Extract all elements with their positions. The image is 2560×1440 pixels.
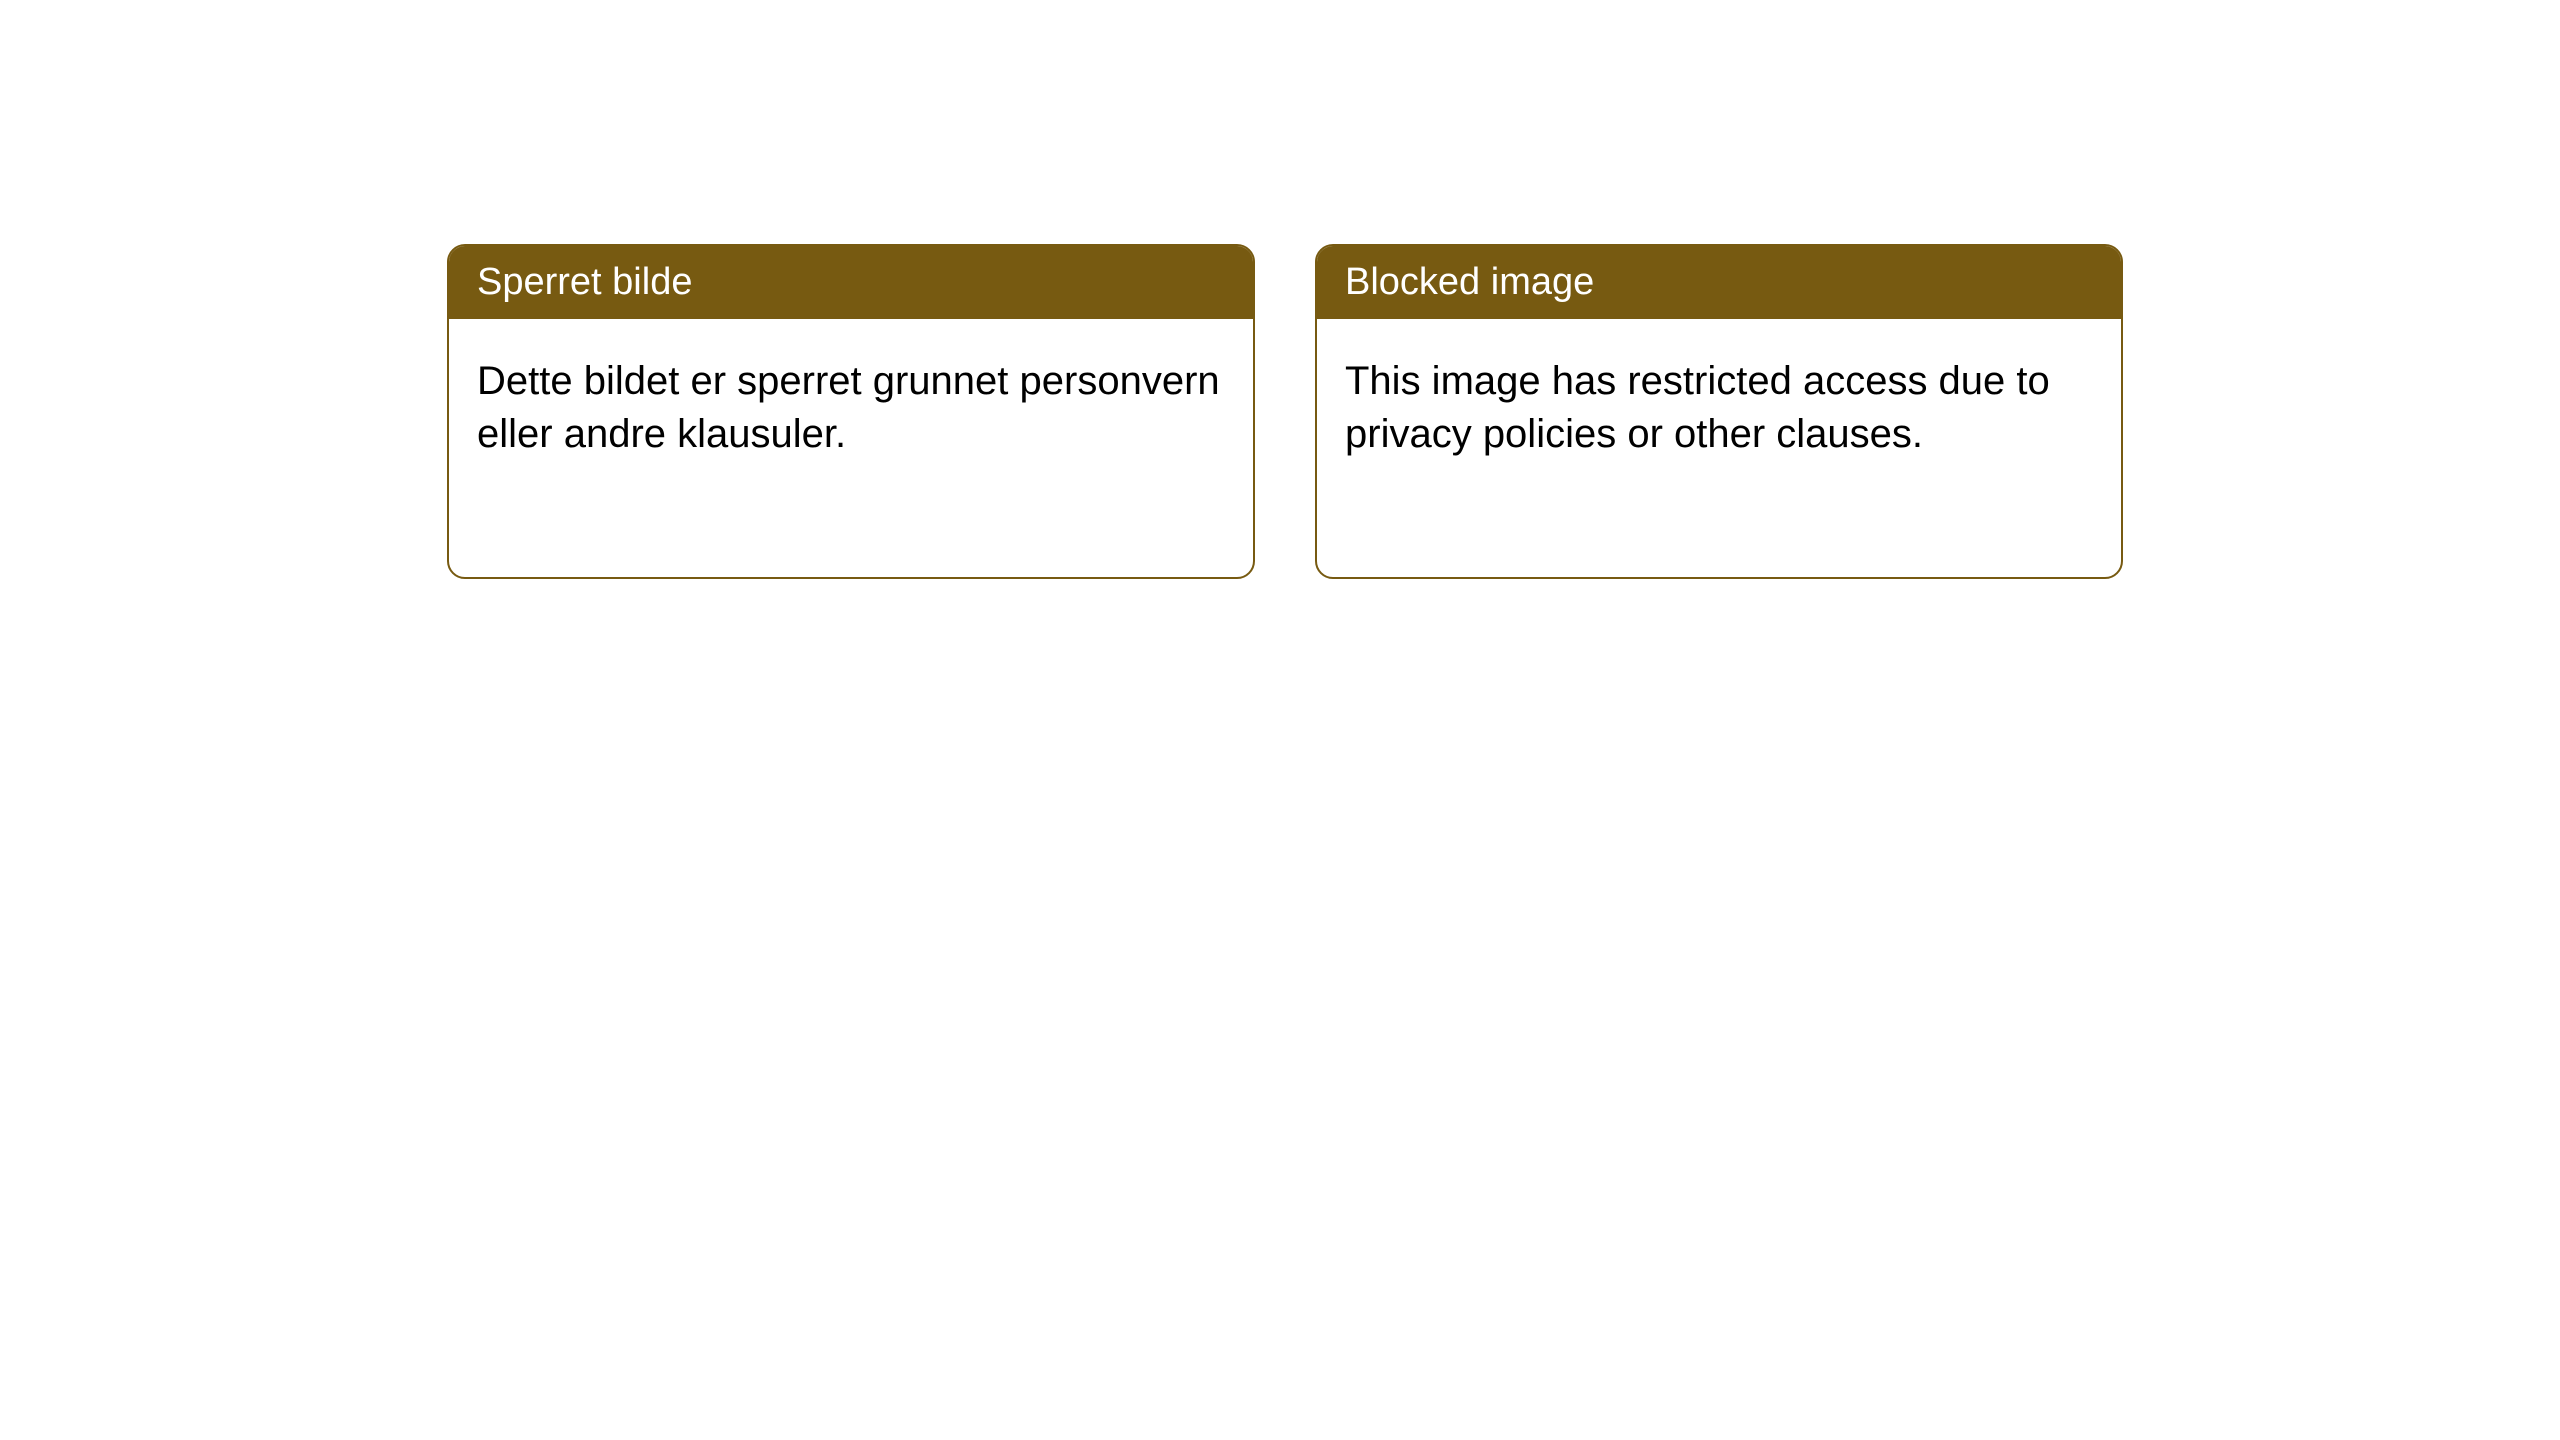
card-body-text: This image has restricted access due to … — [1317, 319, 2121, 497]
notice-card-english: Blocked image This image has restricted … — [1315, 244, 2123, 579]
card-body-text: Dette bildet er sperret grunnet personve… — [449, 319, 1253, 497]
card-title: Blocked image — [1317, 246, 2121, 319]
notice-cards-container: Sperret bilde Dette bildet er sperret gr… — [0, 0, 2560, 579]
notice-card-norwegian: Sperret bilde Dette bildet er sperret gr… — [447, 244, 1255, 579]
card-title: Sperret bilde — [449, 246, 1253, 319]
